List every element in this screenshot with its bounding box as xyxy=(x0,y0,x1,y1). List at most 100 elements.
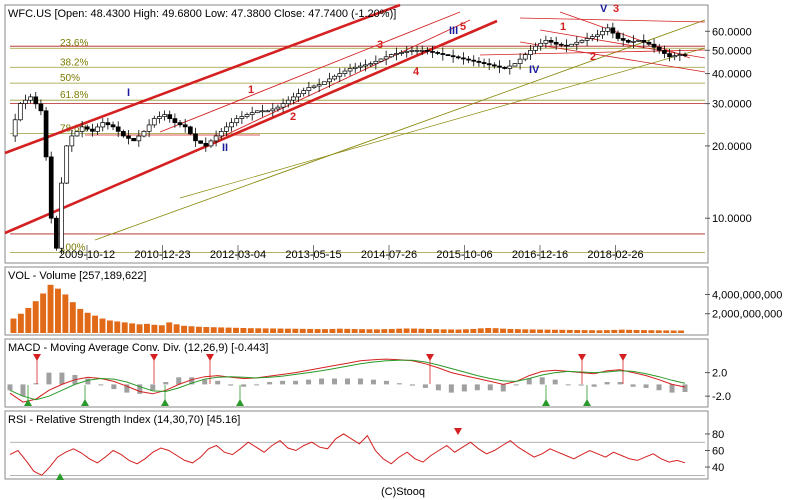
volume-bar xyxy=(188,326,195,333)
volume-bar xyxy=(670,330,677,333)
volume-bar xyxy=(344,328,351,333)
channel-line xyxy=(519,17,706,23)
candle-body xyxy=(394,53,399,55)
footer-copyright: (C)Stooq xyxy=(381,486,425,498)
candle-body xyxy=(301,90,307,95)
trend-channel-line xyxy=(159,11,461,133)
volume-bar xyxy=(596,330,603,333)
candle-body xyxy=(280,103,286,108)
volume-bar xyxy=(425,328,432,333)
volume-bar xyxy=(663,330,670,333)
macd-histogram-bar xyxy=(306,379,312,385)
volume-bar xyxy=(233,327,239,333)
candle-body xyxy=(121,131,126,137)
candle-body xyxy=(64,145,70,184)
candle-body xyxy=(620,38,626,41)
macd-histogram-bar xyxy=(345,378,350,385)
volume-bar xyxy=(69,302,76,333)
volume-bar xyxy=(455,329,462,333)
volume-bar xyxy=(648,330,655,333)
sell-signal-marker xyxy=(150,354,158,361)
elliott-wave-label: II xyxy=(222,142,228,154)
candle-body xyxy=(332,75,337,80)
candle-body xyxy=(600,30,605,36)
macd-histogram-bar xyxy=(332,378,338,385)
y-tick-label: -2.0 xyxy=(712,391,731,403)
candle-body xyxy=(553,41,559,45)
candle-body xyxy=(486,63,492,66)
macd-histogram-bar xyxy=(267,382,273,385)
volume-bar xyxy=(10,318,17,333)
candle-body xyxy=(615,32,621,39)
candle-body xyxy=(95,126,100,132)
candle-body xyxy=(528,50,533,55)
candle-body xyxy=(84,126,90,130)
sell-signal-marker xyxy=(206,354,214,361)
fib-level-label: 38.2% xyxy=(60,57,88,68)
candle-body xyxy=(651,43,657,48)
candle-body xyxy=(110,124,116,128)
volume-bar xyxy=(655,330,662,333)
volume-bar xyxy=(84,312,91,333)
candle-body xyxy=(605,27,611,32)
candle-body xyxy=(466,58,471,61)
candle-body xyxy=(90,128,95,132)
volume-bar xyxy=(195,326,202,333)
volume-bar xyxy=(255,328,262,333)
candle-body xyxy=(492,64,497,67)
volume-bar xyxy=(299,328,306,333)
candle-body xyxy=(54,217,59,249)
candle-body xyxy=(476,60,482,63)
candle-body xyxy=(198,140,203,144)
sell-signal-marker xyxy=(426,354,434,361)
candle-body xyxy=(584,38,590,41)
candle-body xyxy=(311,85,317,88)
y-tick-label: 40.0000 xyxy=(712,69,752,81)
volume-bar xyxy=(373,329,380,333)
macd-title: MACD - Moving Average Conv. Div. (12,26,… xyxy=(8,342,268,354)
candle-body xyxy=(662,49,667,54)
macd-histogram-bar xyxy=(500,384,506,392)
volume-bar xyxy=(448,329,455,333)
volume-bar xyxy=(522,329,529,333)
candle-body xyxy=(631,40,636,43)
macd-histogram-bar xyxy=(33,383,39,385)
macd-histogram-bar xyxy=(319,378,325,385)
volume-bar xyxy=(210,327,217,333)
volume-bar xyxy=(351,329,358,333)
elliott-wave-label: 2 xyxy=(590,51,596,63)
volume-bar xyxy=(559,329,566,333)
candle-body xyxy=(419,49,425,52)
volume-bar xyxy=(270,328,277,333)
candle-body xyxy=(249,112,255,115)
candle-body xyxy=(208,140,214,147)
candle-body xyxy=(306,87,312,91)
candle-body xyxy=(239,116,245,119)
volume-bar xyxy=(218,327,225,333)
candle-body xyxy=(182,124,188,128)
macd-histogram-bar xyxy=(383,380,389,385)
candle-body xyxy=(538,42,544,47)
candle-body xyxy=(383,56,389,60)
candle-body xyxy=(43,110,49,158)
macd-histogram-bar xyxy=(241,384,247,387)
candle-body xyxy=(517,58,523,64)
volume-bar xyxy=(492,328,499,333)
macd-layer: 2.0 -2.0 xyxy=(7,354,731,406)
candle-body xyxy=(126,135,131,139)
candle-body xyxy=(265,110,270,113)
volume-bar xyxy=(514,329,521,333)
fib-level-label: 78.6% xyxy=(60,124,88,135)
macd-histogram-bar xyxy=(370,379,376,385)
trend-line xyxy=(179,47,706,199)
candle-body xyxy=(409,49,415,52)
trend-channel-line xyxy=(214,19,471,141)
x-tick-label: 2009-10-12 xyxy=(59,249,115,261)
candle-body xyxy=(368,63,374,66)
volume-bar xyxy=(240,327,247,333)
volume-bar xyxy=(203,327,210,333)
candle-body xyxy=(522,54,528,60)
macd-histogram-bar xyxy=(448,384,454,393)
candle-body xyxy=(533,45,538,51)
elliott-wave-label: V xyxy=(600,3,608,15)
